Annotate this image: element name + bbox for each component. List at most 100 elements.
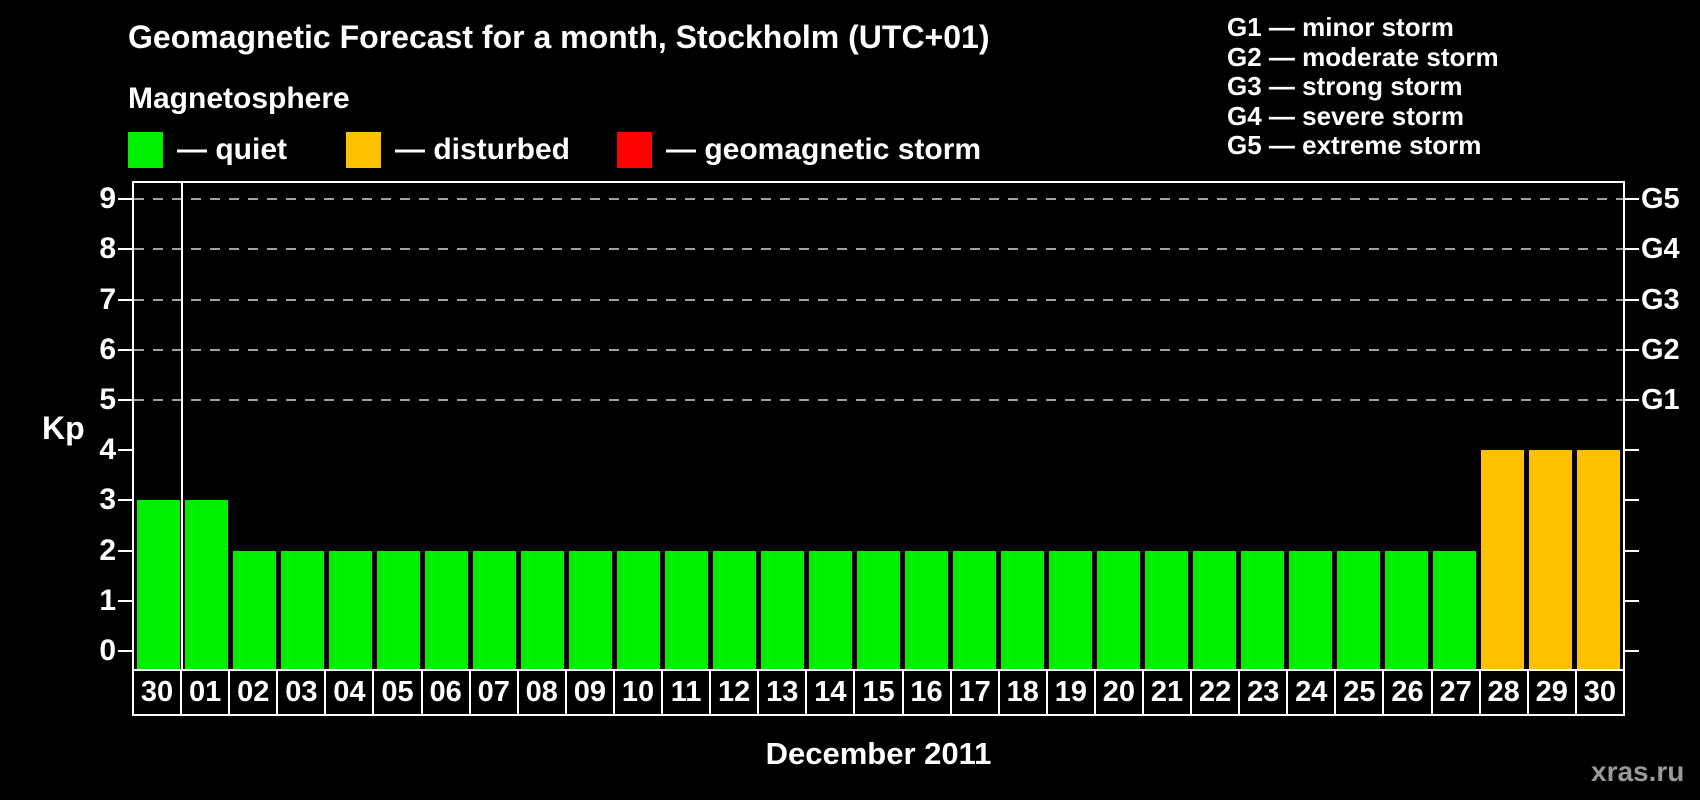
g-scale-legend-item-g1: G1 — minor storm (1227, 12, 1454, 42)
y-axis-tick-label-8: 8 (99, 232, 116, 266)
y-tick-left-3 (118, 499, 132, 502)
bar-day-30 (1577, 450, 1621, 669)
g-level-label-g2: G2 (1641, 333, 1680, 366)
y-axis-title: Kp (42, 410, 85, 446)
bar-day-08 (520, 550, 564, 669)
x-axis-month-label: December 2011 (765, 736, 992, 771)
bar-day-26 (1385, 550, 1429, 669)
y-tick-right-2 (1625, 549, 1639, 552)
bar-day-28 (1481, 450, 1525, 669)
g-scale-legend-item-g4: G4 — severe storm (1227, 100, 1465, 131)
g-scale-legend: G1 — minor storm G2 — moderate storm G3 — … (1227, 12, 1499, 161)
x-axis-day-label-14: 14 (805, 669, 854, 716)
x-axis-day-label-27: 27 (1430, 669, 1479, 716)
y-axis-tick-label-7: 7 (99, 282, 116, 316)
g-scale-legend-item-g2: G2 — moderate storm (1227, 41, 1499, 72)
y-axis-tick-label-2: 2 (99, 533, 116, 567)
legend-item-disturbed: — disturbed (346, 131, 570, 169)
y-tick-right-3 (1625, 499, 1639, 502)
x-axis-day-label-08: 08 (516, 669, 565, 716)
bar-day-22 (1193, 550, 1237, 669)
x-axis-day-label-03: 03 (276, 669, 325, 716)
bar-day-19 (1049, 550, 1093, 669)
y-axis-tick-label-0: 0 (99, 634, 116, 667)
x-axis-day-label-01: 01 (180, 669, 229, 716)
bar-day-10 (616, 550, 660, 669)
x-axis-day-label-24: 24 (1286, 669, 1335, 716)
legend-label-storm: — geomagnetic storm (666, 133, 982, 166)
x-axis-day-label-30: 30 (1574, 669, 1625, 716)
x-axis-day-label-19: 19 (1045, 669, 1094, 716)
y-axis-tick-label-9: 9 (99, 182, 116, 216)
y-tick-left-2 (118, 549, 132, 552)
g-level-label-g3: G3 (1641, 283, 1680, 316)
bar-day-16 (905, 550, 949, 669)
legend-swatch-quiet (128, 132, 163, 168)
bar-day-21 (1145, 550, 1189, 669)
magnetosphere-label: Magnetosphere (128, 82, 350, 115)
x-axis-day-label-10: 10 (612, 669, 662, 716)
y-tick-right-7 (1625, 298, 1639, 301)
gridline-kp7 (134, 298, 1623, 301)
y-tick-right-6 (1625, 348, 1639, 351)
y-axis-tick-label-6: 6 (99, 332, 116, 366)
x-axis-day-label-07: 07 (468, 669, 517, 716)
y-tick-right-9 (1625, 198, 1639, 201)
x-axis-day-label-26: 26 (1382, 669, 1431, 716)
y-tick-left-4 (118, 449, 132, 452)
x-axis-day-label-06: 06 (420, 669, 469, 716)
x-axis-day-label-11: 11 (661, 669, 710, 716)
x-axis-day-label-17: 17 (949, 669, 998, 716)
y-axis-tick-label-3: 3 (99, 483, 116, 517)
gridline-kp5 (134, 399, 1623, 401)
x-axis-day-label-29: 29 (1526, 669, 1575, 716)
bar-day-29 (1529, 450, 1573, 669)
x-axis-day-label-05: 05 (372, 669, 421, 716)
y-tick-right-0 (1625, 650, 1639, 652)
bar-day-25 (1337, 550, 1381, 669)
g-scale-legend-item-g5: G5 — extreme storm (1227, 130, 1482, 160)
watermark: xras.ru (1591, 756, 1685, 787)
legend-item-storm: — geomagnetic storm (617, 131, 981, 169)
x-axis-day-label-23: 23 (1238, 669, 1287, 716)
x-axis-day-label-15: 15 (853, 669, 902, 716)
chart-title: Geomagnetic Forecast for a month, Stockh… (128, 19, 990, 55)
y-tick-left-5 (118, 399, 132, 401)
x-axis-day-label-28: 28 (1478, 669, 1527, 716)
bar-day-13 (760, 550, 804, 669)
y-axis-tick-label-1: 1 (99, 583, 116, 617)
y-tick-left-0 (118, 650, 132, 652)
bar-day-05 (376, 550, 420, 669)
bar-day-12 (712, 550, 756, 669)
x-axis-day-label-16: 16 (901, 669, 950, 716)
x-axis-day-label-25: 25 (1334, 669, 1383, 716)
bar-day-07 (472, 550, 516, 669)
bar-day-23 (1241, 550, 1285, 669)
gridline-kp8 (134, 248, 1623, 251)
x-axis-day-label-30: 30 (132, 669, 181, 716)
y-tick-right-1 (1625, 599, 1639, 602)
bar-day-06 (424, 550, 468, 669)
bar-day-15 (857, 550, 900, 669)
bar-day-11 (664, 550, 708, 669)
legend-label-quiet: — quiet (177, 133, 287, 166)
x-axis-day-label-20: 20 (1093, 669, 1142, 716)
bar-day-30 (136, 500, 180, 669)
gridline-kp6 (134, 348, 1623, 351)
y-tick-right-4 (1625, 449, 1639, 452)
g-scale-legend-item-g3: G3 — strong storm (1227, 71, 1463, 101)
y-axis-tick-label-4: 4 (99, 433, 116, 467)
legend-swatch-disturbed (346, 132, 381, 168)
x-axis-day-label-13: 13 (757, 669, 806, 716)
bar-day-18 (1001, 550, 1045, 669)
bar-day-24 (1289, 550, 1333, 669)
x-axis-day-label-21: 21 (1141, 669, 1191, 716)
x-axis-day-row: 30 01 02 03 04 05 06 07 08 09 10 11 12 13 14 15 16 17 18 19… (132, 669, 1625, 716)
g-level-label-g4: G4 (1641, 233, 1680, 266)
bar-day-03 (280, 550, 324, 669)
y-tick-left-9 (118, 198, 132, 201)
month-separator-line (181, 183, 184, 669)
legend-label-disturbed: — disturbed (395, 133, 571, 166)
legend-swatch-storm (617, 132, 652, 168)
